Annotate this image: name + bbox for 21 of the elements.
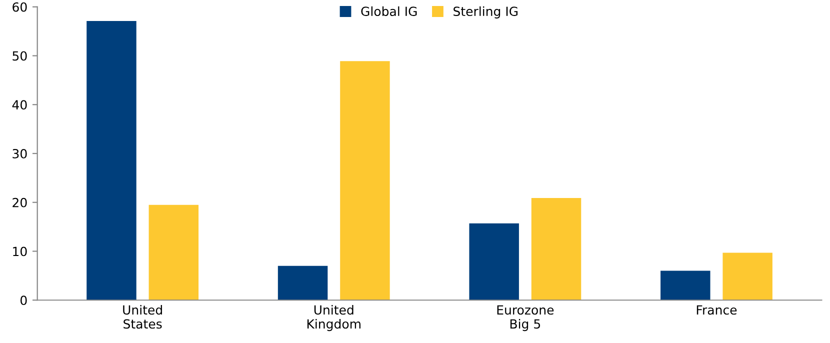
y-tick-label: 60	[12, 2, 27, 12]
bar	[531, 198, 582, 300]
y-tick-label: 0	[20, 296, 27, 306]
bar	[722, 252, 772, 300]
y-tick-label: 40	[12, 100, 27, 110]
bar	[340, 61, 390, 300]
x-tick-label: Eurozone Big 5	[497, 305, 554, 332]
x-tick-label: France	[696, 305, 737, 315]
bar	[86, 21, 136, 300]
y-tick-label: 20	[12, 198, 27, 208]
bar	[660, 270, 710, 300]
x-tick-label: United States	[123, 304, 162, 329]
bar	[148, 204, 199, 300]
y-tick-label: 50	[12, 51, 27, 61]
y-tick-label: 30	[12, 148, 27, 158]
bar	[469, 223, 519, 300]
legend-label: Sterling IG	[454, 6, 518, 18]
bar	[278, 266, 328, 300]
x-tick-label: United Kingdom	[307, 304, 360, 332]
y-tick-label: 10	[13, 246, 27, 256]
legend-label: Global IG	[361, 6, 417, 16]
